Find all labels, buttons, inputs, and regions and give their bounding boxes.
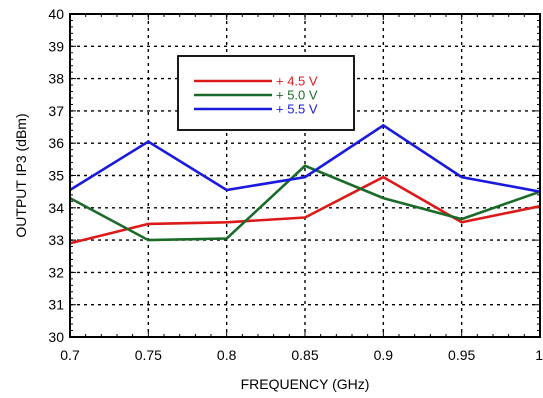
y-tick-label: 30	[48, 329, 64, 345]
plot-frame	[69, 13, 541, 338]
legend-label: + 5.5 V	[276, 102, 318, 117]
series-line-3	[69, 123, 541, 193]
y-tick-label: 34	[48, 200, 64, 216]
y-axis-label: OUTPUT IP3 (dBm)	[13, 113, 29, 237]
x-tick-label: 0.95	[448, 347, 475, 363]
y-tick-label: 39	[48, 38, 64, 54]
legend-box	[177, 55, 355, 131]
x-tick-label: 0.7	[60, 347, 80, 363]
legend-label: + 5.0 V	[276, 88, 318, 103]
series-lines	[69, 123, 541, 245]
y-tick-label: 32	[48, 264, 64, 280]
y-tick-label: 37	[48, 103, 64, 119]
x-tick-label: 0.85	[291, 347, 318, 363]
x-tick-label: 0.75	[135, 347, 162, 363]
y-tick-label: 35	[48, 168, 64, 184]
x-axis-label: FREQUENCY (GHz)	[241, 376, 370, 392]
y-tick-label: 31	[48, 297, 64, 313]
y-tick-label: 33	[48, 232, 64, 248]
series-line-2	[69, 164, 541, 242]
x-tick-label: 0.9	[374, 347, 394, 363]
x-tick-label: 1	[535, 347, 543, 363]
y-tick-label: 36	[48, 135, 64, 151]
x-tick-label: 0.8	[217, 347, 237, 363]
legend: + 4.5 V+ 5.0 V+ 5.5 V	[177, 55, 355, 131]
y-tick-label: 38	[48, 71, 64, 87]
series-line-1	[69, 175, 541, 245]
y-tick-label: 40	[48, 6, 64, 22]
legend-label: + 4.5 V	[276, 74, 318, 89]
